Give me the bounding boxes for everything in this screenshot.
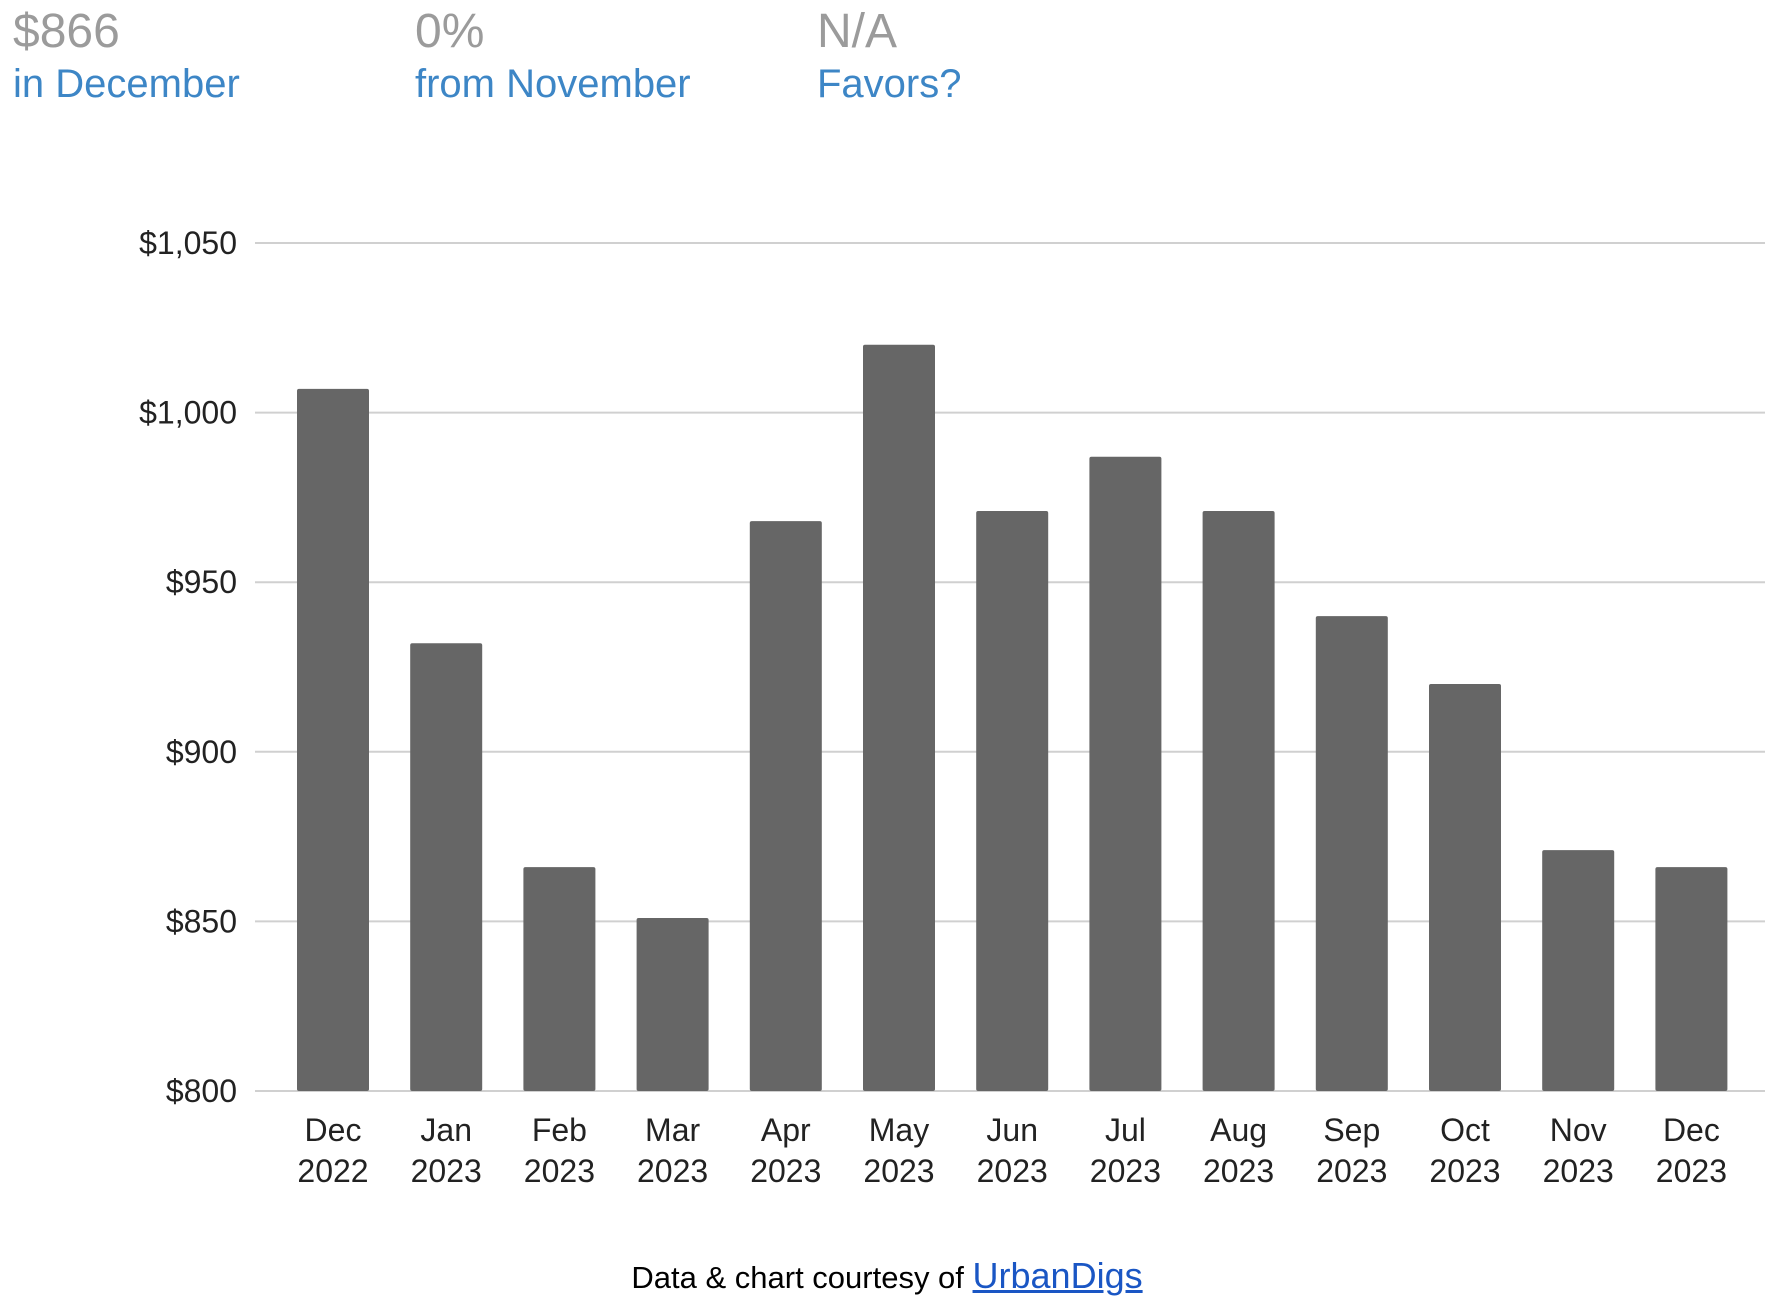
stat-label: Favors? [817, 62, 962, 106]
bar [1542, 850, 1615, 1091]
bar [749, 521, 822, 1091]
bar-chart: $800 $850 $900 $950 $1,000 $1,050 Dec 2022 Jan 2… [139, 225, 1765, 1189]
stat-value: 0% [415, 5, 485, 58]
bar [523, 867, 596, 1091]
bar [1429, 683, 1501, 1091]
bar [1655, 867, 1728, 1091]
y-tick-label: $950 [166, 564, 237, 600]
y-tick-label: $1,000 [139, 395, 237, 431]
stat-value: $866 [13, 5, 120, 58]
stat-label: from November [415, 62, 691, 106]
bar [976, 510, 1049, 1091]
y-tick-label: $1,050 [139, 225, 237, 261]
bar [863, 344, 935, 1091]
x-tick-label: Dec 2022 [297, 1112, 368, 1189]
x-tick-label: Mar 2023 [637, 1112, 708, 1189]
x-tick-label: Sep 2023 [1316, 1112, 1387, 1189]
stat-favors: N/A Favors? [817, 4, 962, 108]
y-axis-tick-labels: $800 $850 $900 $950 $1,000 $1,050 [139, 225, 237, 1109]
chart-credit: Data & chart courtesy of UrbanDigs [0, 1256, 1774, 1298]
stat-label: in December [13, 62, 240, 106]
x-tick-label: Jan 2023 [411, 1112, 482, 1189]
bar [636, 918, 709, 1091]
x-tick-label: Nov 2023 [1543, 1112, 1614, 1189]
x-tick-label: Jul 2023 [1090, 1112, 1161, 1189]
urbandigs-link[interactable]: UrbanDigs [972, 1255, 1143, 1296]
x-axis-tick-labels: Dec 2022 Jan 2023 Feb 2023 Mar 2023 Apr 2023 May 20… [297, 1112, 1727, 1189]
bar [297, 388, 369, 1092]
x-tick-label: Dec 2023 [1656, 1112, 1727, 1189]
x-tick-label: Feb 2023 [524, 1112, 595, 1189]
bars [297, 344, 1728, 1092]
stat-median-price: $866 in December [13, 4, 240, 108]
bar [410, 643, 483, 1091]
bar [1089, 456, 1162, 1091]
bar [1315, 616, 1388, 1091]
stat-change: 0% from November [415, 4, 691, 108]
stat-value: N/A [817, 5, 898, 58]
bar [1202, 510, 1275, 1091]
y-tick-label: $800 [166, 1073, 237, 1109]
stats-row: $866 in December 0% from November N/A Fa… [13, 4, 1213, 114]
y-tick-label: $900 [166, 734, 237, 770]
x-tick-label: Oct 2023 [1429, 1112, 1500, 1189]
credit-text: Data & chart courtesy of [631, 1260, 973, 1295]
x-tick-label: Jun 2023 [977, 1112, 1048, 1189]
x-tick-label: May 2023 [863, 1112, 934, 1189]
y-tick-label: $850 [166, 903, 237, 939]
x-tick-label: Aug 2023 [1203, 1112, 1274, 1189]
x-tick-label: Apr 2023 [750, 1112, 821, 1189]
